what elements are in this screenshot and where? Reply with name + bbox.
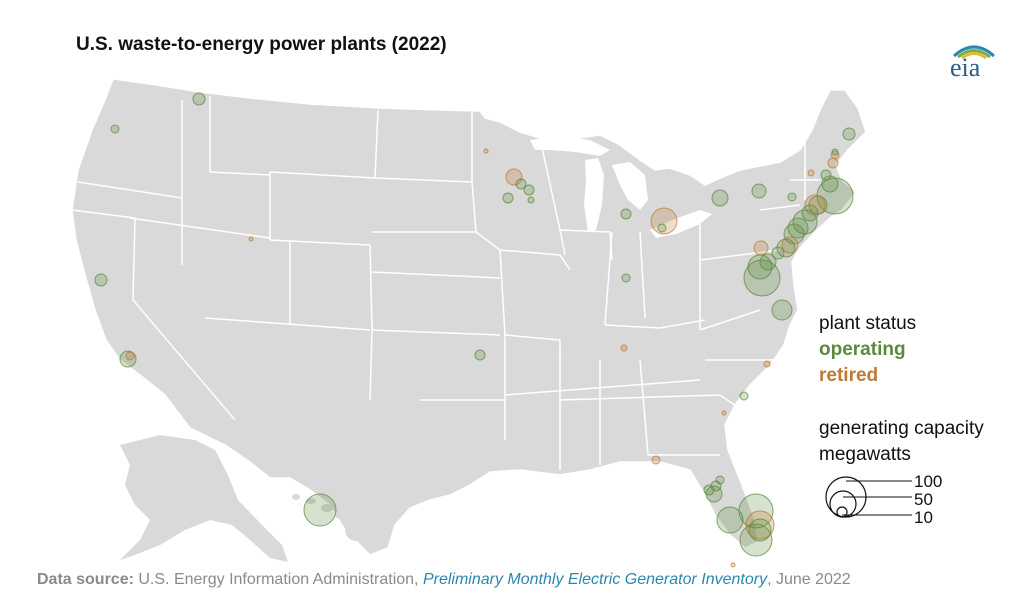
operating-plant-marker-32 (801, 204, 819, 222)
operating-plant-marker-27 (842, 127, 856, 141)
operating-plant-marker-55 (739, 523, 773, 557)
operating-plant-marker-38 (771, 246, 785, 260)
source-org: U.S. Energy Information Administration, (138, 571, 419, 588)
lake-michigan (584, 158, 604, 232)
source-publication-link[interactable]: Preliminary Monthly Electric Generator I… (422, 571, 768, 588)
operating-plant-marker-19 (711, 189, 729, 207)
operating-plant-marker-1 (110, 124, 120, 134)
data-source: Data source: U.S. Energy Information Adm… (37, 571, 851, 589)
retired-plant-marker-53 (745, 510, 775, 540)
lake-huron (612, 162, 648, 210)
state-borders (71, 96, 820, 470)
operating-plant-marker-2 (94, 273, 108, 287)
retired-plant-marker-17 (620, 344, 628, 352)
legend-operating-label: operating (819, 339, 906, 360)
operating-plant-marker-57 (303, 493, 337, 527)
operating-plant-marker-51 (716, 506, 744, 534)
operating-plant-marker-43 (771, 299, 793, 321)
operating-plant-marker-45 (739, 391, 749, 401)
plant-markers (94, 92, 856, 568)
lake-superior (530, 136, 610, 156)
retired-plant-marker-14 (650, 207, 678, 235)
legend-status-title: plant status (819, 313, 917, 334)
retired-plant-marker-24 (827, 157, 839, 169)
operating-plant-marker-15 (657, 223, 667, 233)
legend-capacity-unit: megawatts (819, 444, 911, 465)
operating-plant-marker-26 (831, 148, 839, 156)
operating-plant-marker-12 (474, 349, 486, 361)
source-label: Data source: (37, 571, 134, 588)
legend-capacity-title: generating capacity (819, 418, 984, 439)
alaska-land (120, 435, 288, 562)
hawaii-land (292, 494, 367, 541)
operating-plant-marker-20 (751, 183, 767, 199)
operating-plant-marker-13 (620, 208, 632, 220)
operating-plant-marker-9 (523, 184, 535, 196)
retired-plant-marker-22 (807, 169, 815, 177)
operating-plant-marker-37 (776, 238, 796, 258)
svg-text:eia: eia (950, 53, 981, 80)
retired-plant-marker-36 (781, 236, 799, 254)
operating-plant-marker-42 (743, 259, 781, 297)
retired-plant-marker-6 (483, 148, 489, 154)
retired-plant-marker-4 (125, 351, 135, 361)
retired-plant-marker-46 (721, 410, 727, 416)
map-title: U.S. waste-to-energy power plants (2022) (76, 34, 447, 55)
retired-plant-marker-18 (651, 455, 661, 465)
source-date: , June 2022 (767, 571, 851, 588)
operating-plant-marker-21 (787, 192, 797, 202)
operating-plant-marker-8 (515, 178, 527, 190)
operating-plant-marker-34 (787, 217, 809, 239)
operating-plant-marker-33 (792, 209, 818, 235)
retired-plant-marker-7 (505, 168, 523, 186)
operating-plant-marker-3 (119, 350, 137, 368)
eia-logo-icon: eia (950, 45, 996, 80)
operating-plant-marker-0 (192, 92, 206, 106)
retired-plant-marker-39 (753, 240, 769, 256)
operating-plant-marker-10 (502, 192, 514, 204)
operating-plant-marker-50 (715, 475, 725, 485)
retired-plant-marker-5 (248, 236, 254, 242)
operating-plant-marker-16 (621, 273, 631, 283)
operating-plant-marker-11 (527, 196, 535, 204)
lake-erie (650, 210, 712, 238)
retired-plant-marker-44 (763, 360, 771, 368)
legend-retired-label: retired (819, 365, 879, 386)
retired-plant-marker-56 (730, 562, 736, 568)
